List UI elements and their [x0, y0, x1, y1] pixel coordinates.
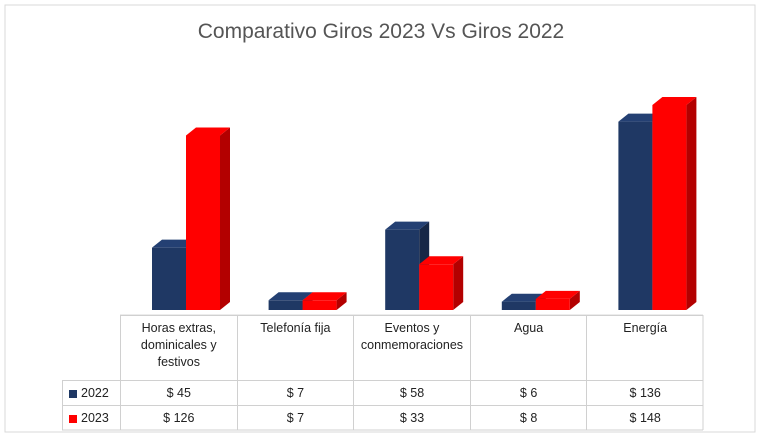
bar: [302, 292, 347, 310]
data-label: $ 7: [236, 405, 354, 430]
legend-label: 2022: [81, 386, 109, 400]
data-label: $ 58: [353, 380, 470, 405]
data-label: $ 33: [353, 405, 470, 430]
data-label: $ 126: [120, 405, 237, 430]
bar: [186, 127, 230, 310]
bar-side: [453, 256, 464, 310]
bar-front: [385, 229, 420, 310]
category-label: Energía: [586, 315, 703, 380]
data-label: $ 8: [469, 405, 587, 430]
category-label: Telefonía fija: [236, 315, 354, 380]
bar-top: [535, 290, 580, 299]
bar-top: [385, 221, 430, 230]
bar-side: [569, 290, 580, 310]
data-label: $ 148: [586, 405, 703, 430]
legend-entry: 2023: [62, 405, 120, 430]
category-label: Agua: [469, 315, 587, 380]
bar-front: [535, 298, 570, 310]
chart-title: Comparativo Giros 2023 Vs Giros 2022: [197, 20, 565, 43]
bar-side: [220, 127, 230, 310]
bar-front: [152, 247, 186, 310]
bar-top: [152, 239, 196, 248]
bar-top: [186, 127, 230, 136]
bar-front: [268, 300, 303, 310]
data-label: $ 6: [469, 380, 587, 405]
bar: [419, 256, 464, 310]
bar-top: [268, 292, 313, 301]
data-label: $ 136: [586, 380, 703, 405]
bar-top: [652, 97, 697, 105]
bar-front: [501, 301, 536, 310]
category-label: Eventos y conmemoraciones: [353, 315, 470, 380]
bar-front: [652, 105, 687, 310]
bar-top: [501, 293, 546, 302]
data-label: $ 7: [236, 380, 354, 405]
data-label: $ 45: [120, 380, 237, 405]
bar: [535, 290, 580, 310]
bar: [652, 97, 697, 310]
legend-swatch: [69, 389, 77, 398]
bar-side: [336, 292, 347, 310]
bar-front: [302, 300, 337, 310]
legend-entry: 2022: [62, 380, 120, 405]
bar-top: [302, 292, 347, 301]
legend-label: 2023: [81, 411, 109, 425]
bar-front: [186, 135, 220, 310]
bar-side: [686, 97, 697, 310]
bar-front: [618, 121, 653, 311]
category-label: Horas extras, dominicales y festivos: [120, 315, 237, 380]
bar-top: [419, 256, 464, 265]
legend-swatch: [69, 414, 77, 423]
bar-front: [419, 264, 454, 310]
bar-top: [618, 113, 663, 122]
